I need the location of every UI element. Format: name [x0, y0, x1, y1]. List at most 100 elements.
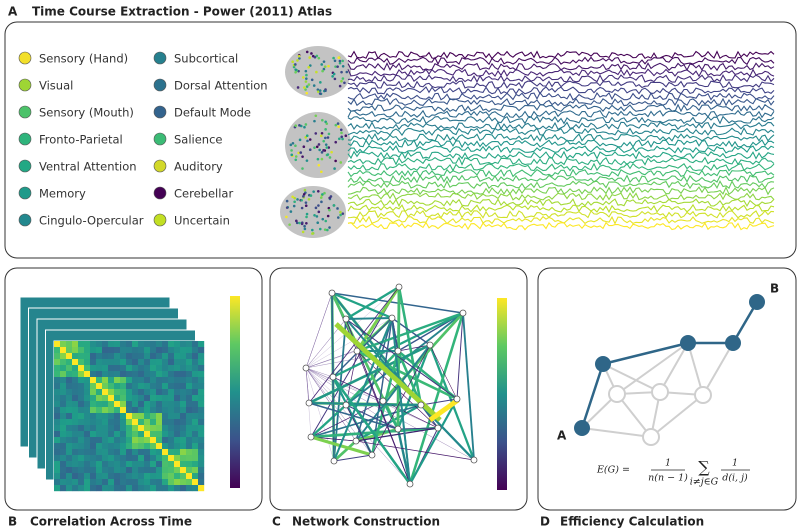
matrix-cell	[102, 407, 109, 414]
matrix-cell	[186, 485, 193, 492]
time-course	[347, 103, 775, 113]
matrix-cell	[180, 359, 187, 366]
matrix-cell	[102, 461, 109, 468]
matrix-cell	[120, 359, 127, 366]
matrix-cell	[138, 473, 145, 480]
matrix-cell	[150, 485, 157, 492]
matrix-cell	[168, 359, 175, 366]
brain-node	[298, 138, 302, 142]
matrix-cell	[102, 419, 109, 426]
matrix-cell	[84, 467, 91, 474]
matrix-cell	[84, 341, 91, 348]
matrix-cell	[66, 395, 73, 402]
brain-node	[295, 219, 298, 223]
matrix-cell	[144, 449, 151, 456]
matrix-cell	[156, 353, 163, 360]
time-course	[347, 132, 775, 143]
matrix-cell	[138, 455, 145, 462]
time-course	[347, 192, 775, 201]
matrix-cell	[102, 377, 109, 384]
time-course	[347, 91, 775, 101]
matrix-cell	[156, 461, 163, 468]
matrix-cell	[192, 365, 199, 372]
edge	[381, 312, 465, 402]
matrix-cell	[192, 485, 199, 492]
brain-node	[304, 204, 308, 208]
edge	[396, 286, 401, 430]
time-course	[347, 221, 775, 231]
matrix-cell	[126, 419, 133, 426]
matrix-cell	[102, 479, 109, 486]
matrix-cell	[150, 467, 157, 474]
matrix-cell	[54, 359, 61, 366]
brain-node	[303, 86, 306, 89]
brain-node	[323, 65, 327, 68]
legend-label: Sensory (Hand)	[39, 52, 128, 66]
matrix-cell	[96, 401, 103, 408]
legend-marker	[18, 186, 32, 200]
matrix-cell	[96, 389, 103, 396]
formula-lhs: E(G) =	[596, 465, 630, 476]
matrix-cell	[60, 485, 67, 492]
matrix-cell	[186, 479, 193, 486]
matrix-cell	[150, 371, 157, 378]
matrix-cell	[126, 341, 133, 348]
matrix-cell	[192, 341, 199, 348]
brain-node	[293, 196, 296, 200]
brain-node	[308, 56, 312, 59]
brain-node	[305, 73, 308, 77]
matrix-cell	[84, 473, 91, 480]
matrix-cell	[198, 419, 205, 426]
matrix-cell	[186, 437, 193, 444]
matrix-cell	[144, 365, 151, 372]
legend-marker	[18, 213, 32, 227]
matrix-cell	[108, 473, 115, 480]
brain-node	[327, 206, 331, 210]
matrix-cell	[126, 479, 133, 486]
time-course	[347, 144, 775, 154]
edge	[355, 440, 475, 461]
matrix-cell	[186, 443, 193, 450]
matrix-cell	[84, 401, 91, 408]
brain-node	[316, 190, 320, 193]
matrix-cell	[156, 467, 163, 474]
matrix-cell	[186, 341, 193, 348]
brain-node	[328, 156, 332, 159]
brain-node	[323, 191, 326, 195]
matrix-cell	[150, 425, 157, 432]
matrix-cell	[144, 371, 151, 378]
matrix-cell	[126, 461, 133, 468]
matrix-cell	[60, 479, 67, 486]
time-course	[347, 203, 775, 214]
legend-marker	[153, 105, 167, 119]
matrix-cell	[150, 353, 157, 360]
brain-node	[310, 52, 313, 55]
brain-node	[338, 137, 341, 141]
node	[379, 397, 387, 405]
brain-node	[304, 69, 308, 73]
matrix-cell	[66, 359, 73, 366]
matrix-cell	[138, 341, 145, 348]
brain-node	[332, 72, 336, 76]
matrix-cell	[180, 473, 187, 480]
matrix-cell	[66, 485, 73, 492]
brain-node	[336, 207, 339, 210]
matrix-cell	[180, 407, 187, 414]
matrix-cell	[66, 347, 73, 354]
matrix-cell	[96, 467, 103, 474]
matrix-cell	[144, 359, 151, 366]
time-course	[347, 109, 775, 119]
matrix-cell	[66, 425, 73, 432]
matrix-cell	[174, 407, 181, 414]
matrix-cell	[126, 395, 133, 402]
matrix-cell	[54, 395, 61, 402]
brain-node	[320, 200, 323, 204]
matrix-cell	[168, 479, 175, 486]
matrix-cell	[60, 443, 67, 450]
matrix-cell	[132, 431, 139, 438]
matrix-cell	[114, 425, 121, 432]
matrix-cell	[174, 479, 181, 486]
matrix-cell	[72, 347, 79, 354]
matrix-cell	[192, 449, 199, 456]
